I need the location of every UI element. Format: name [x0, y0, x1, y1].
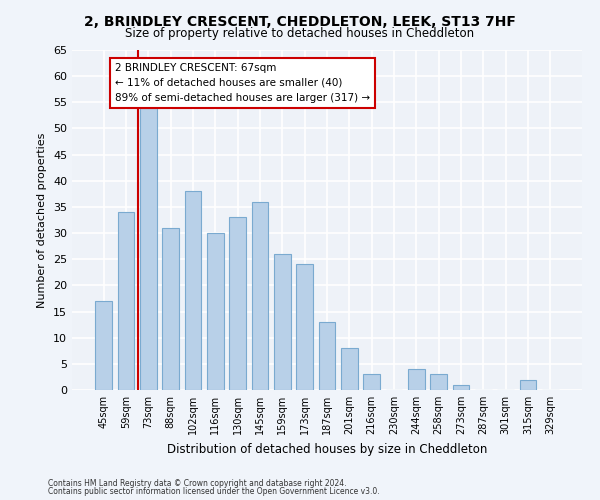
Bar — [162, 228, 179, 390]
Bar — [251, 202, 268, 390]
Bar — [520, 380, 536, 390]
Y-axis label: Number of detached properties: Number of detached properties — [37, 132, 47, 308]
Bar — [341, 348, 358, 390]
X-axis label: Distribution of detached houses by size in Cheddleton: Distribution of detached houses by size … — [167, 442, 487, 456]
Text: Contains public sector information licensed under the Open Government Licence v3: Contains public sector information licen… — [48, 487, 380, 496]
Text: Size of property relative to detached houses in Cheddleton: Size of property relative to detached ho… — [125, 28, 475, 40]
Bar — [296, 264, 313, 390]
Bar — [452, 385, 469, 390]
Bar — [95, 301, 112, 390]
Bar — [408, 369, 425, 390]
Text: 2, BRINDLEY CRESCENT, CHEDDLETON, LEEK, ST13 7HF: 2, BRINDLEY CRESCENT, CHEDDLETON, LEEK, … — [84, 15, 516, 29]
Bar — [140, 108, 157, 390]
Bar — [207, 233, 224, 390]
Bar — [185, 191, 202, 390]
Bar — [364, 374, 380, 390]
Bar — [319, 322, 335, 390]
Bar — [430, 374, 447, 390]
Text: 2 BRINDLEY CRESCENT: 67sqm
← 11% of detached houses are smaller (40)
89% of semi: 2 BRINDLEY CRESCENT: 67sqm ← 11% of deta… — [115, 63, 370, 102]
Text: Contains HM Land Registry data © Crown copyright and database right 2024.: Contains HM Land Registry data © Crown c… — [48, 478, 347, 488]
Bar — [229, 218, 246, 390]
Bar — [118, 212, 134, 390]
Bar — [274, 254, 290, 390]
